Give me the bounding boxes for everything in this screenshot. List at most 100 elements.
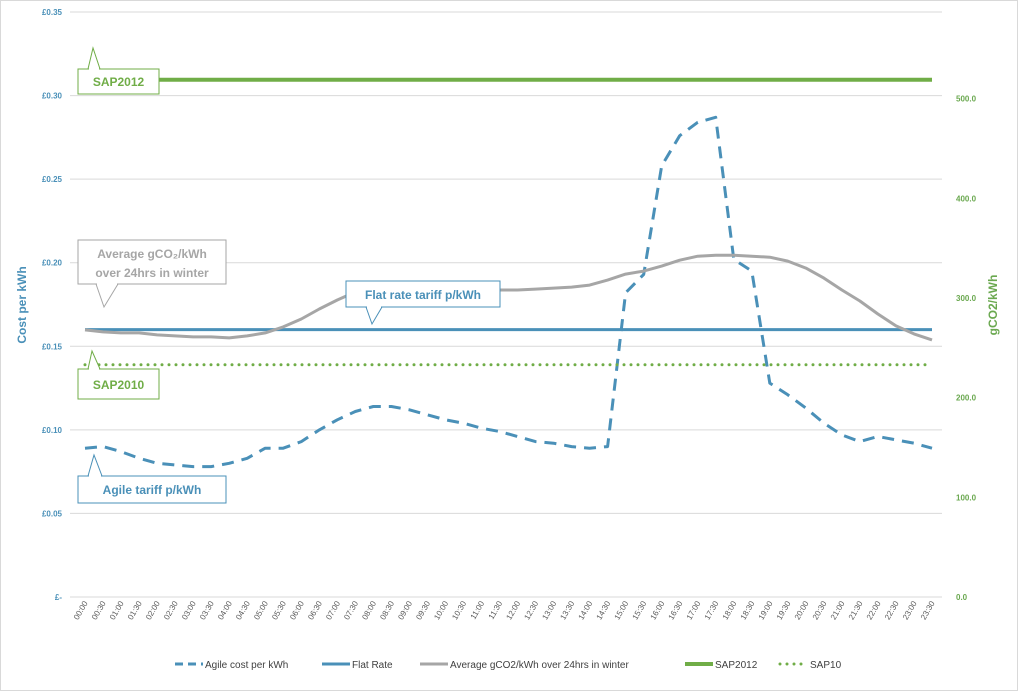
callout-sap2010: SAP2010: [77, 349, 160, 400]
x-tick-label: 13:30: [558, 599, 576, 621]
x-tick-label: 02:30: [162, 599, 180, 621]
x-tick-label: 22:00: [865, 599, 883, 621]
x-axis-ticks: 00:00 00:30 01:00 01:30 02:00 02:30 03:00 03:30…: [72, 599, 937, 621]
legend-item: Average gCO2/kWh over 24hrs in winter: [420, 660, 629, 671]
callout-pointer: [95, 283, 119, 309]
y-tick-label-left: £0.35: [42, 8, 63, 17]
callout-flat: Flat rate tariff p/kWh: [345, 280, 501, 326]
x-tick-label: 04:30: [234, 599, 252, 621]
legend-label: SAP10: [810, 660, 842, 671]
x-tick-label: 11:30: [487, 599, 505, 621]
y-tick-label-left: £0.05: [42, 509, 63, 518]
callouts: SAP2012 Average gCO₂/kWh over 24hrs in win…: [77, 46, 501, 504]
x-tick-label: 16:00: [649, 599, 667, 621]
series-line-agile-cost-per-kwh: [84, 115, 933, 469]
x-tick-label: 14:00: [577, 599, 595, 621]
gridlines: [70, 11, 942, 598]
callout-agile: Agile tariff p/kWh: [77, 453, 227, 504]
y-tick-label-left: £0.20: [42, 259, 63, 268]
legend-item: Flat Rate: [322, 660, 393, 671]
series-line-average-gco2-kwh-over-24hrs-in-winter: [84, 253, 933, 342]
x-tick-label: 19:30: [775, 599, 793, 621]
x-tick-label: 21:00: [829, 599, 847, 621]
y-tick-label-left: £0.10: [42, 426, 63, 435]
callout-sap2012: SAP2012: [77, 46, 160, 95]
legend-label: Agile cost per kWh: [205, 660, 288, 671]
y-tick-label-right: 200.0: [956, 394, 977, 403]
callout-label: Average gCO₂/kWh: [97, 247, 207, 261]
y-tick-label-left: £0.25: [42, 175, 63, 184]
y-tick-label-right: 0.0: [956, 593, 968, 602]
x-tick-label: 01:30: [126, 599, 144, 621]
x-tick-label: 08:30: [378, 599, 396, 621]
y-tick-label-right: 300.0: [956, 294, 977, 303]
x-tick-label: 08:00: [360, 599, 378, 621]
x-tick-label: 12:00: [504, 599, 522, 621]
x-tick-label: 10:00: [432, 599, 450, 621]
callout-pointer: [87, 453, 103, 477]
callout-box: [77, 68, 160, 95]
x-tick-label: 01:00: [108, 599, 126, 621]
x-tick-label: 12:30: [522, 599, 540, 621]
y-tick-label-left: £0.30: [42, 92, 63, 101]
x-tick-label: 09:00: [396, 599, 414, 621]
x-tick-label: 11:00: [469, 599, 487, 621]
x-tick-label: 10:30: [450, 599, 468, 621]
y-tick-label-left: £0.15: [42, 342, 63, 351]
legend-label: SAP2012: [715, 660, 758, 671]
callout-box: [77, 368, 160, 400]
x-tick-label: 23:00: [901, 599, 919, 621]
callout-label: over 24hrs in winter: [95, 266, 209, 280]
x-tick-label: 20:30: [811, 599, 829, 621]
y-tick-label-right: 400.0: [956, 194, 977, 203]
x-tick-label: 17:30: [703, 599, 721, 621]
callout-label: Flat rate tariff p/kWh: [365, 288, 481, 302]
legend-item: SAP10: [778, 660, 842, 671]
y-axis-title-left: Cost per kWh: [15, 266, 29, 343]
callout-pointer: [365, 306, 383, 326]
x-tick-label: 21:30: [847, 599, 865, 621]
x-tick-label: 20:00: [793, 599, 811, 621]
legend: Agile cost per kWh Flat Rate Average gCO2/…: [175, 660, 842, 671]
x-tick-label: 18:30: [739, 599, 757, 621]
x-tick-label: 15:00: [613, 599, 631, 621]
x-tick-label: 17:00: [685, 599, 703, 621]
x-tick-label: 22:30: [883, 599, 901, 621]
y-tick-label-left: £-: [55, 593, 62, 602]
legend-item: SAP2012: [685, 660, 758, 671]
callout-label: SAP2010: [93, 378, 145, 392]
x-tick-label: 00:30: [90, 599, 108, 621]
x-tick-label: 07:30: [342, 599, 360, 621]
callout-pointer: [87, 46, 101, 70]
x-tick-label: 04:00: [216, 599, 234, 621]
x-tick-label: 18:00: [721, 599, 739, 621]
x-tick-label: 14:30: [595, 599, 613, 621]
callout-label: Agile tariff p/kWh: [103, 483, 202, 497]
x-tick-label: 09:30: [414, 599, 432, 621]
callout-box: [77, 475, 227, 504]
left-axis-ticks: £- £0.05 £0.10 £0.15 £0.20 £0.25 £0.30 £0.35: [42, 8, 63, 602]
x-tick-label: 05:00: [252, 599, 270, 621]
callout-box: [345, 280, 501, 308]
y-axis-title-right: gCO2/kWh: [986, 275, 1000, 336]
x-tick-label: 19:00: [757, 599, 775, 621]
callout-label: SAP2012: [93, 75, 145, 89]
series-group: [83, 77, 934, 469]
legend-label: Average gCO2/kWh over 24hrs in winter: [450, 660, 629, 671]
x-tick-label: 06:00: [288, 599, 306, 621]
x-tick-label: 03:30: [198, 599, 216, 621]
x-tick-label: 06:30: [306, 599, 324, 621]
x-tick-label: 07:00: [324, 599, 342, 621]
x-tick-label: 13:00: [540, 599, 558, 621]
x-tick-label: 02:00: [144, 599, 162, 621]
x-tick-label: 15:30: [631, 599, 649, 621]
x-tick-label: 05:30: [270, 599, 288, 621]
right-axis-ticks: 0.0 100.0 200.0 300.0 400.0 500.0: [956, 95, 977, 602]
x-tick-label: 16:30: [667, 599, 685, 621]
y-tick-label-right: 100.0: [956, 493, 977, 502]
x-tick-label: 00:00: [72, 599, 90, 621]
callout-avg: Average gCO₂/kWh over 24hrs in winter: [77, 239, 227, 309]
callout-pointer: [87, 349, 101, 370]
